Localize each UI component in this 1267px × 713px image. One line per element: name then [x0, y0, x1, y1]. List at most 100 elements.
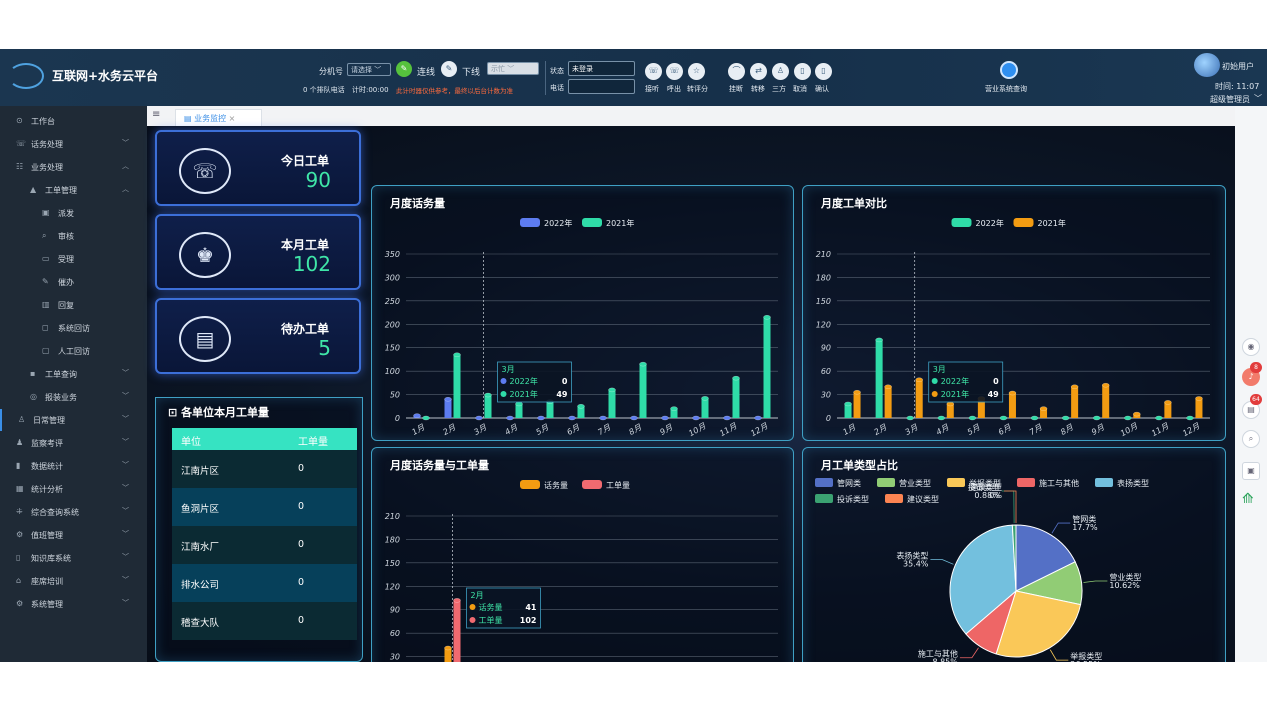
search-icon[interactable]: ⌕ — [1242, 430, 1260, 448]
bar[interactable] — [444, 399, 452, 418]
transfer-icon[interactable]: ⇄ — [750, 63, 767, 80]
sidebar-item[interactable]: ▯ 知识库系统 ﹀ — [0, 547, 147, 569]
transfer-rating-button[interactable]: 转评分 — [687, 85, 708, 93]
bar[interactable] — [875, 339, 883, 418]
sidebar-item[interactable]: ⚙ 值班管理 ﹀ — [0, 524, 147, 546]
sidebar-item[interactable]: ▭ 受理 — [0, 248, 147, 270]
x-tick-label: 5月 — [534, 422, 551, 437]
chevron-down-icon[interactable]: ﹀ — [1254, 94, 1262, 103]
eye-icon[interactable]: ◉ — [1242, 338, 1260, 356]
sidebar-item[interactable]: ⁜ 综合查询系统 ﹀ — [0, 501, 147, 523]
sidebar-item[interactable]: ▲ 工单管理 ︿ — [0, 179, 147, 201]
conference-icon[interactable]: ♙ — [772, 63, 789, 80]
bar[interactable] — [608, 389, 616, 418]
bar[interactable] — [1008, 393, 1016, 418]
confirm-icon[interactable]: ▯ — [815, 63, 832, 80]
bar[interactable] — [701, 398, 709, 418]
bar[interactable] — [515, 403, 523, 418]
user-name[interactable]: 初始用户 — [1222, 62, 1254, 71]
confirm-button[interactable]: 确认 — [815, 85, 829, 93]
bar[interactable] — [1071, 386, 1079, 418]
bar[interactable] — [884, 386, 892, 418]
bar[interactable] — [1195, 398, 1203, 418]
bar[interactable] — [639, 364, 647, 418]
sidebar-item[interactable]: ⚙ 系统管理 ﹀ — [0, 593, 147, 615]
dial-out-button[interactable]: 呼出 — [667, 85, 681, 93]
unit-count: 0 — [298, 539, 305, 550]
pending-orders-card[interactable]: ▤ 待办工单 5 — [155, 298, 361, 374]
menu-toggle-icon[interactable]: ≡ — [152, 109, 161, 120]
sales-query-icon[interactable] — [1000, 61, 1018, 79]
sidebar-item[interactable]: ⊙ 工作台 — [0, 110, 147, 132]
bar[interactable] — [946, 403, 954, 418]
connect-label[interactable]: 连线 — [417, 68, 436, 78]
sidebar-item[interactable]: ☏ 话务处理 ﹀ — [0, 133, 147, 155]
offline-icon[interactable]: ✎ — [441, 61, 457, 77]
bar[interactable] — [763, 317, 771, 418]
sidebar-item[interactable]: ◎ 报装业务 ﹀ — [0, 386, 147, 408]
bar[interactable] — [546, 401, 554, 418]
sidebar-item[interactable]: ▣ 派发 — [0, 202, 147, 224]
dial-out-icon[interactable]: ☏ — [666, 63, 683, 80]
bar[interactable] — [1102, 385, 1110, 418]
sidebar-item[interactable]: ▪ 工单查询 ﹀ — [0, 363, 147, 385]
bar[interactable] — [853, 392, 861, 418]
month-orders-card[interactable]: ♚ 本月工单 102 — [155, 214, 361, 290]
table-row[interactable]: 鱼洞片区 0 — [172, 488, 357, 526]
hangup-button[interactable]: 挂断 — [729, 85, 743, 93]
sidebar-item[interactable]: ☷ 业务处理 ︿ — [0, 156, 147, 178]
bar[interactable] — [915, 379, 923, 418]
menu-item-icon: ♙ — [18, 415, 26, 424]
bar[interactable] — [453, 354, 461, 418]
bar[interactable] — [484, 395, 492, 418]
pie-slice[interactable] — [995, 590, 1082, 658]
pie-slice[interactable] — [1015, 524, 1076, 592]
bar[interactable] — [1040, 408, 1048, 418]
table-row[interactable]: 排水公司 0 — [172, 564, 357, 602]
panel-monthly-orders: 月度工单对比 2022年 2021年 0 30 60 90 120 150 180 210 1月 2月… — [802, 185, 1226, 441]
offline-label[interactable]: 下线 — [462, 68, 481, 78]
user-role[interactable]: 超级管理员 — [1210, 95, 1250, 104]
sidebar-item[interactable]: ▢ 人工回访 — [0, 340, 147, 362]
busy-select[interactable]: 示忙 ﹀ — [487, 62, 539, 75]
bar[interactable] — [732, 378, 740, 418]
sidebar-item[interactable]: ▦ 统计分析 ﹀ — [0, 478, 147, 500]
user-avatar[interactable] — [1194, 53, 1220, 77]
ext-select[interactable]: 请选择 ﹀ — [347, 63, 391, 76]
connect-icon[interactable]: ✎ — [396, 61, 412, 77]
conference-button[interactable]: 三方 — [772, 85, 786, 93]
sidebar-item[interactable]: ⌂ 座席培训 ﹀ — [0, 570, 147, 592]
sidebar-item[interactable]: ⌕ 审核 — [0, 225, 147, 247]
phone-input[interactable] — [568, 79, 635, 94]
transfer-button[interactable]: 转移 — [751, 85, 765, 93]
bar[interactable] — [444, 647, 452, 662]
sidebar-item[interactable]: ▮ 数据统计 ﹀ — [0, 455, 147, 477]
sidebar-item[interactable]: ◻ 系统回访 — [0, 317, 147, 339]
tab-close-icon[interactable]: × — [228, 114, 236, 123]
bar[interactable] — [844, 403, 852, 418]
hangup-icon[interactable]: ⌒ — [728, 63, 745, 80]
tab-business-monitor[interactable]: ▤ 业务监控 × — [175, 109, 262, 126]
cancel-button[interactable]: 取消 — [793, 85, 807, 93]
pie-slice[interactable] — [1011, 524, 1017, 592]
contacts-icon[interactable]: ▣ — [1242, 462, 1260, 480]
bar[interactable] — [1164, 402, 1172, 418]
sidebar-item[interactable]: ✎ 催办 — [0, 271, 147, 293]
answer-button[interactable]: 接听 — [645, 85, 659, 93]
sales-query-button[interactable]: 营业系统查询 — [985, 85, 1027, 93]
cancel-icon[interactable]: ▯ — [794, 63, 811, 80]
bar[interactable] — [453, 600, 461, 662]
bar[interactable] — [670, 408, 678, 418]
sidebar-item[interactable]: ♙ 日常管理 ﹀ — [0, 409, 147, 431]
answer-icon[interactable]: ☏ — [645, 63, 662, 80]
sidebar-item[interactable]: ▥ 回复 — [0, 294, 147, 316]
today-orders-card[interactable]: ☏ 今日工单 90 — [155, 130, 361, 206]
pie-slice[interactable] — [949, 524, 1017, 635]
bar[interactable] — [577, 406, 585, 418]
bar[interactable] — [977, 398, 985, 418]
table-row[interactable]: 稽查大队 0 — [172, 602, 357, 640]
transfer-rating-icon[interactable]: ☆ — [688, 63, 705, 80]
table-row[interactable]: 江南水厂 0 — [172, 526, 357, 564]
table-row[interactable]: 江南片区 0 — [172, 450, 357, 488]
sidebar-item[interactable]: ♟ 监察考评 ﹀ — [0, 432, 147, 454]
